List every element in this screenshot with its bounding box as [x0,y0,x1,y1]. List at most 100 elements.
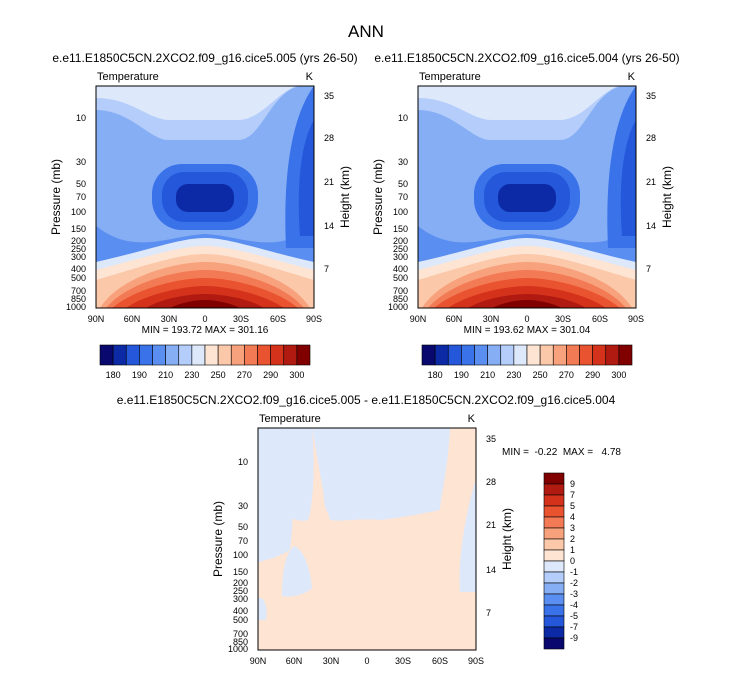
panel-1-ytick: 400 [71,264,86,274]
panel-1-xtick: 30S [233,314,249,324]
page-title: ANN [348,22,384,41]
panel-1-units: K [306,71,314,83]
colorbar-swatch [165,344,180,366]
panel-3-field [258,428,476,650]
panel-2-ytick-right: 7 [646,264,651,274]
panel-2-title: e.e11.E1850C5CN.2XCO2.f09_g16.cice5.004 … [374,51,679,65]
colorbar-label: 3 [570,523,575,533]
panel-1-field [96,86,314,308]
panel-1-xtick: 60S [270,314,286,324]
colorbar-swatch [204,344,219,366]
colorbar-swatch [474,344,488,366]
panel-1-ytick: 10 [76,113,86,123]
panel-3-ytick: 150 [233,567,248,577]
panel-3-xtick: 30N [323,656,340,666]
panel-1: e.e11.E1850C5CN.2XCO2.f09_g16.cice5.005 … [49,51,358,336]
panel-1-ytick: 200 [71,236,86,246]
panel-3-ylabel-right: Height (km) [500,508,514,570]
colorbar-swatch [230,344,245,366]
colorbar-swatch [270,344,285,366]
colorbar-label: -3 [570,589,578,599]
panel-1-ytick: 70 [76,192,86,202]
colorbar-swatch [579,344,593,366]
panel-1-xtick: 0 [202,314,207,324]
panel-3-ylabel: Pressure (mb) [211,501,225,577]
panel-3-title: e.e11.E1850C5CN.2XCO2.f09_g16.cice5.005 … [117,393,616,407]
colorbar-swatch [513,344,528,366]
panel-3-variable: Temperature [259,413,321,425]
panel-1-ytick-right: 28 [324,133,334,143]
panel-3-xtick: 0 [364,656,369,666]
panel-3-ytick: 50 [238,522,248,532]
panel-2-xtick: 60N [446,314,463,324]
colorbar-label: 9 [570,479,575,489]
colorbar-label: 290 [585,370,600,380]
colorbar-swatch [112,344,127,366]
colorbar-swatch [543,571,565,584]
panel-2-stats: MIN = 193.62 MAX = 301.04 [464,325,591,336]
colorbar-swatch [487,344,502,366]
colorbar-swatch [152,344,166,366]
panel-1-ylabel-right: Height (km) [338,166,352,228]
panel-1-xtick: 60N [124,314,141,324]
panel-2-ytick: 850 [393,294,408,304]
panel-1-ytick: 250 [71,244,86,254]
panel-2-ylabel: Pressure (mb) [371,159,385,235]
colorbar-swatch [605,344,620,366]
colorbar-swatch [618,344,633,366]
colorbar-label: 4 [570,512,575,522]
colorbar-swatch [543,593,565,606]
colorbar-swatch [543,615,565,628]
panel-2-ytick: 200 [393,236,408,246]
panel-3-ytick-right: 35 [486,434,496,444]
panel-1-ytick: 1000 [66,302,86,312]
panel-1-xtick: 90N [88,314,105,324]
colorbar-swatch [543,582,565,595]
panel-2-ytick: 10 [398,113,408,123]
panel-2-ytick: 50 [398,179,408,189]
colorbar-label: -7 [570,622,578,632]
panel-3-ytick: 250 [233,586,248,596]
panel-1-ylabel: Pressure (mb) [49,159,63,235]
panel-3-stats: MIN = -0.22 MAX = 4.78 [502,447,621,458]
colorbar-swatch [526,344,541,366]
panel-2-field [418,86,636,308]
colorbar-label: 5 [570,501,575,511]
panel-2-ytick-right: 14 [646,221,656,231]
colorbar-swatch [99,344,114,366]
panel-1-ytick-right: 21 [324,177,334,187]
colorbar-swatch [543,604,565,617]
colorbar-swatch [244,344,258,366]
colorbar-label: 210 [480,370,495,380]
colorbar-swatch [139,344,153,366]
panel-3-ytick: 400 [233,606,248,616]
panel-1-ytick: 500 [71,273,86,283]
colorbar-swatch [543,626,565,639]
panel-2-variable: Temperature [419,71,481,83]
panel-3-xtick: 90S [468,656,484,666]
panel-3-xtick: 60N [286,656,303,666]
panel-2-ytick-right: 35 [646,91,656,101]
panel-1-ytick: 30 [76,157,86,167]
colorbar-label: 190 [454,370,469,380]
panel-1-ytick: 150 [71,224,86,234]
colorbar-swatch [461,344,475,366]
colorbar-swatch [543,494,565,507]
panel-3: e.e11.E1850C5CN.2XCO2.f09_g16.cice5.005 … [117,393,622,666]
panel-3-ytick: 500 [233,615,248,625]
panel-1-title: e.e11.E1850C5CN.2XCO2.f09_g16.cice5.005 … [52,51,357,65]
colorbar-swatch [447,344,462,366]
colorbar-label: -5 [570,611,578,621]
panel-2-xtick: 0 [524,314,529,324]
panel-2-ytick: 500 [393,273,408,283]
colorbar-label: 250 [533,370,548,380]
panel-3-ytick: 850 [233,637,248,647]
colorbar-label: 290 [263,370,278,380]
panel-1-ytick-right: 7 [324,264,329,274]
panel-2-ytick: 400 [393,264,408,274]
colorbar-label: -1 [570,567,578,577]
panel-3-ytick-right: 21 [486,520,496,530]
panel-2-ytick: 300 [393,252,408,262]
